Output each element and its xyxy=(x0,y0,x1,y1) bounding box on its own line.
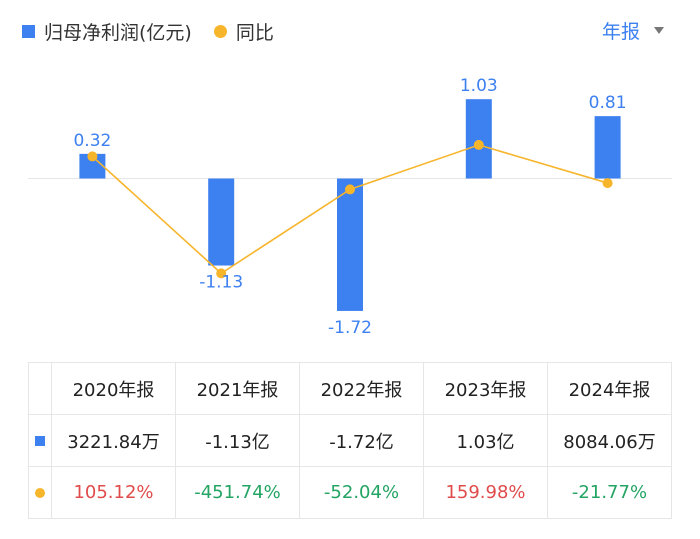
table-row-growth: 105.12% -451.74% -52.04% 159.98% -21.77% xyxy=(28,466,672,519)
data-table: 2020年报 2021年报 2022年报 2023年报 2024年报 3221.… xyxy=(28,362,672,519)
table-header: 2020年报 xyxy=(51,362,176,415)
bar-value-label: -1.13 xyxy=(199,273,243,293)
table-cell: 8084.06万 xyxy=(547,414,672,467)
line-legend-label: 同比 xyxy=(235,22,274,44)
growth-point xyxy=(345,184,355,195)
table-header: 2023年报 xyxy=(423,362,548,415)
bar-2022年报 xyxy=(337,178,363,311)
growth-point xyxy=(602,178,613,189)
table-cell: 1.03亿 xyxy=(423,414,548,467)
growth-point xyxy=(87,151,98,162)
bar-2023年报 xyxy=(465,99,492,179)
bar-2024年报 xyxy=(594,116,621,179)
bar-legend-marker xyxy=(22,25,35,38)
bar-value-label: -1.72 xyxy=(328,318,372,338)
bar-legend-label: 归母净利润(亿元) xyxy=(44,22,192,44)
growth-point xyxy=(216,268,227,279)
table-cell: -1.13亿 xyxy=(175,414,300,467)
line-legend-marker xyxy=(213,25,227,38)
bar-value-label: 0.32 xyxy=(73,131,111,151)
legend: 归母净利润(亿元) 同比 xyxy=(22,18,274,45)
caret-down-icon xyxy=(654,27,664,34)
table-cell: -21.77% xyxy=(547,466,672,519)
table-row-profit: 3221.84万 -1.13亿 -1.72亿 1.03亿 8084.06万 xyxy=(28,414,672,467)
line-series-marker xyxy=(35,488,45,498)
table-cell: 3221.84万 xyxy=(51,414,176,467)
period-selector-label: 年报 xyxy=(601,21,640,43)
table-header: 2024年报 xyxy=(547,362,672,415)
table-cell: -1.72亿 xyxy=(299,414,424,467)
table-header: 2021年报 xyxy=(175,362,300,415)
period-selector[interactable]: 年报 xyxy=(602,17,664,44)
table-header-row: 2020年报 2021年报 2022年报 2023年报 2024年报 xyxy=(28,362,672,415)
table-cell: 105.12% xyxy=(51,466,176,519)
bar-value-label: 1.03 xyxy=(460,76,498,96)
bar-value-label: 0.81 xyxy=(589,93,627,113)
table-cell: -451.74% xyxy=(175,466,300,519)
table-cell: 159.98% xyxy=(423,466,548,519)
table-header: 2022年报 xyxy=(299,362,424,415)
bar-2021年报 xyxy=(208,178,235,266)
growth-point xyxy=(473,139,484,150)
chart: 0.32 -1.13 -1.72 1.03 0.81 xyxy=(28,76,672,338)
table-cell: -52.04% xyxy=(299,466,424,519)
bar-series-marker xyxy=(35,436,45,446)
